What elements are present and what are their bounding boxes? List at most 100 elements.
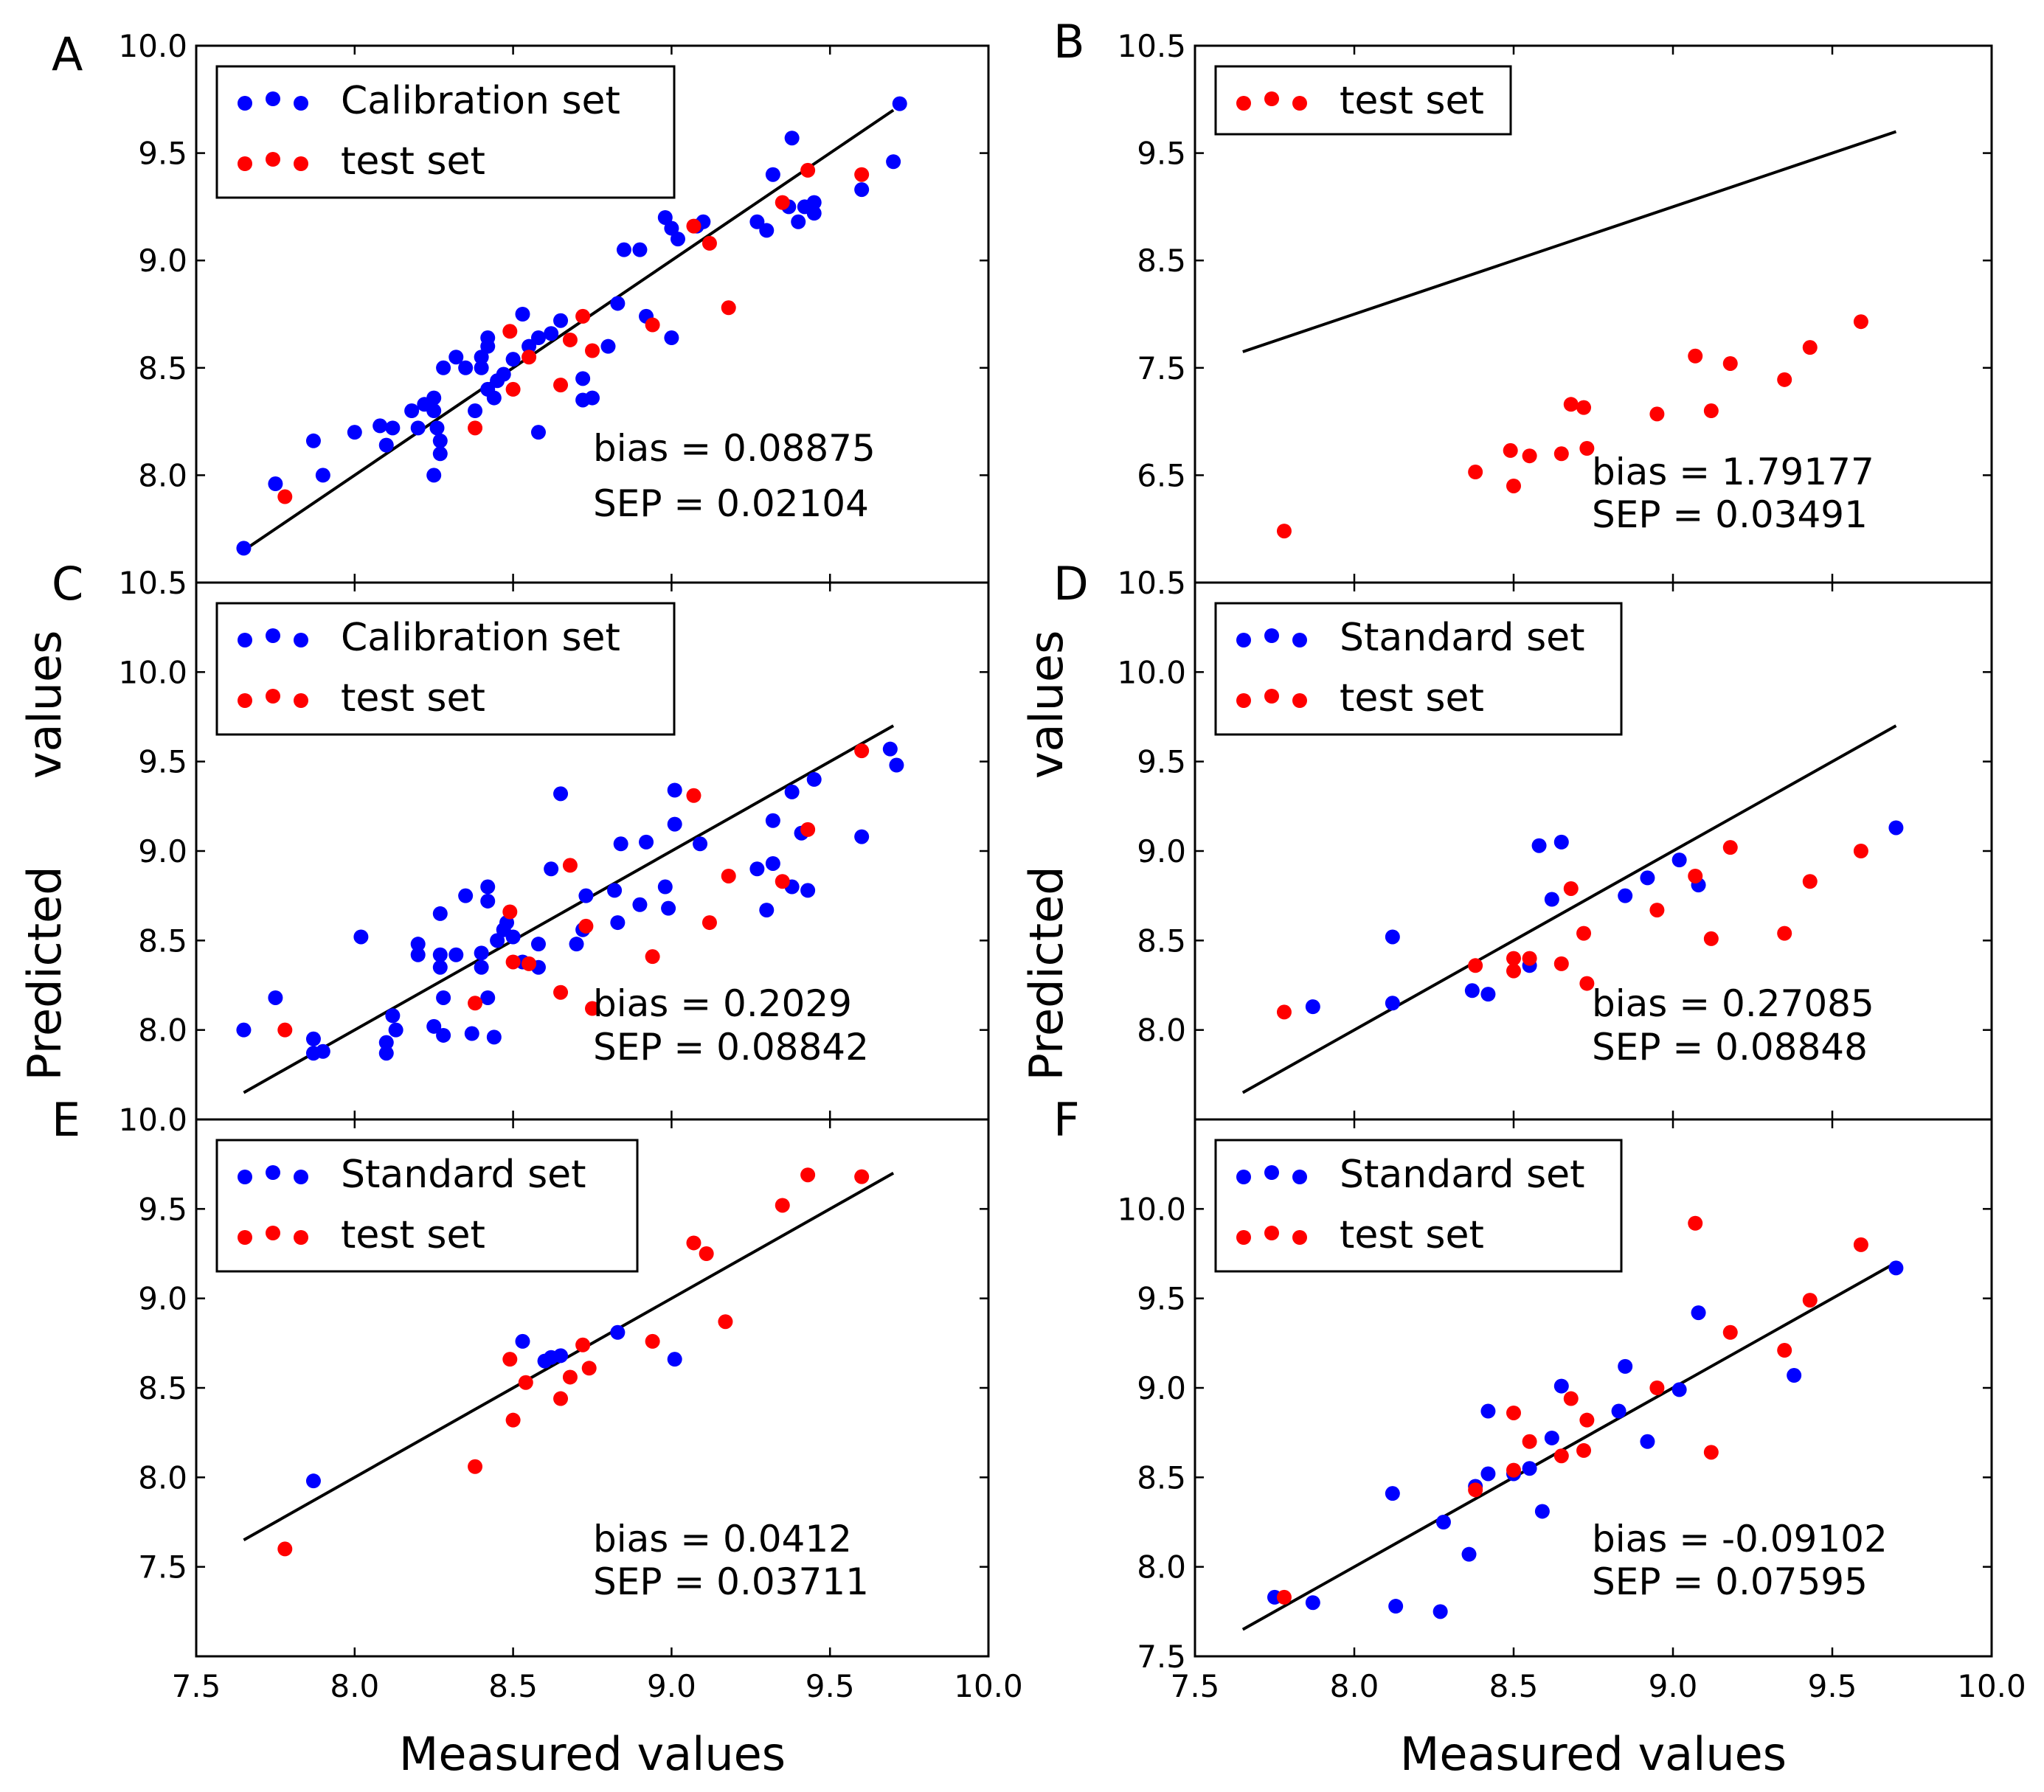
test-set-point <box>775 1198 790 1213</box>
calibration-set-point <box>385 1008 401 1024</box>
plot-frame <box>1194 1118 1993 1658</box>
calibration-set-point <box>585 390 600 406</box>
test-set-point <box>585 1001 600 1016</box>
test-set-point <box>1563 881 1579 896</box>
test-set-point <box>575 1337 591 1352</box>
test-set-point <box>1522 951 1537 966</box>
legend-dot <box>1264 91 1279 106</box>
test-set-point <box>1722 1324 1738 1340</box>
calibration-set-point <box>486 390 502 406</box>
test-set-point <box>721 300 736 316</box>
legend: Calibration set test set <box>215 602 676 736</box>
sep-annotation: SEP = 0.08842 <box>593 1026 869 1069</box>
calibration-set-point <box>544 861 559 877</box>
test-set-point <box>775 874 790 889</box>
panel-letter: A <box>52 27 83 81</box>
calibration-set-point <box>889 757 904 773</box>
y-tick-label: 6.5 <box>1137 457 1186 493</box>
test-set-point <box>645 317 660 333</box>
test-set-point <box>1563 397 1579 412</box>
legend-marker-standard-set <box>238 1165 308 1184</box>
calibration-set-point <box>886 154 901 170</box>
calibration-set-point <box>693 836 708 852</box>
sep-annotation: SEP = 0.08848 <box>1592 1026 1868 1069</box>
test-set-point <box>1703 403 1719 419</box>
y-tick-label: 8.0 <box>138 1013 187 1049</box>
test-set-point <box>578 918 594 934</box>
test-set-point <box>562 1369 578 1385</box>
legend-dot <box>294 96 308 111</box>
y-tick-label: 10.0 <box>1117 654 1186 690</box>
test-set-point <box>502 324 518 339</box>
legend-label-standard-set: Standard set <box>341 1153 586 1197</box>
test-set-point <box>1468 1482 1483 1498</box>
legend-marker-test-set <box>238 152 308 171</box>
y-tick-label: 10.0 <box>1117 1191 1186 1227</box>
legend-marker-test-set <box>1236 689 1307 708</box>
test-set-point <box>1853 1237 1868 1252</box>
y-tick-label: 9.0 <box>138 243 187 279</box>
test-set-point <box>585 343 600 358</box>
calibration-set-point <box>569 937 584 952</box>
test-set-point <box>1802 1293 1818 1308</box>
calibration-set-point <box>474 945 489 961</box>
calibration-set-point <box>315 1043 330 1059</box>
standard-set-point <box>1787 1368 1802 1383</box>
legend-marker-standard-set <box>1236 628 1307 647</box>
test-set-point <box>775 195 790 210</box>
calibration-set-point <box>378 1035 394 1050</box>
calibration-set-point <box>610 915 626 931</box>
standard-set-point <box>1553 834 1569 850</box>
y-tick-label: 10.5 <box>1117 565 1186 601</box>
y-tick-label: 8.0 <box>138 457 187 493</box>
panel-letter: D <box>1053 557 1089 611</box>
y-tick-label: 8.5 <box>1137 923 1186 959</box>
y-tick-label: 9.5 <box>1137 744 1186 780</box>
test-set-point <box>1576 925 1592 941</box>
legend: Standard set test set <box>215 1139 639 1273</box>
panel-letter: C <box>52 557 83 611</box>
standard-set-point <box>1480 987 1496 1002</box>
test-set-point <box>1777 1343 1792 1358</box>
panel-c: 8.0 8.5 9.0 9.5 10.0 10.5 Calibration set test … <box>52 557 990 1121</box>
y-tick-label: 9.0 <box>1137 833 1186 869</box>
calibration-set-point <box>553 313 569 328</box>
standard-set-point <box>1671 1382 1687 1397</box>
legend-dot <box>1236 96 1251 111</box>
calibration-set-point <box>429 420 445 436</box>
legend-dot <box>1264 1226 1279 1240</box>
standard-set-point <box>1888 1260 1904 1276</box>
test-set-point <box>468 996 483 1011</box>
calibration-set-point <box>432 906 448 921</box>
calibration-set-point <box>432 959 448 975</box>
test-set-point <box>553 378 569 393</box>
standard-set-point <box>1464 983 1480 999</box>
legend-box <box>215 65 676 199</box>
test-set-point <box>522 956 537 971</box>
legend-label-calibration-set: Calibration set <box>341 79 620 123</box>
standard-set-point <box>1618 1358 1633 1374</box>
calibration-set-point <box>505 352 521 367</box>
legend-dot <box>1236 633 1251 647</box>
y-tick-label: 8.5 <box>1137 1459 1186 1496</box>
x-tick-label: 9.5 <box>806 1668 855 1704</box>
sep-annotation: SEP = 0.02104 <box>593 482 869 525</box>
test-set-point <box>1688 868 1703 883</box>
legend-dot <box>266 628 280 643</box>
calibration-set-point <box>667 816 682 832</box>
test-set-point <box>277 489 293 504</box>
calibration-set-point <box>385 420 401 436</box>
y-tick-label: 8.5 <box>1137 243 1186 279</box>
standard-set-point <box>1305 999 1320 1015</box>
test-set-point <box>1688 348 1703 364</box>
test-set-point <box>277 1541 293 1557</box>
test-set-point <box>1802 340 1818 355</box>
test-set-point <box>1853 844 1868 858</box>
test-set-point <box>800 822 816 837</box>
legend-dot <box>238 633 252 647</box>
test-set-point <box>686 788 701 803</box>
legend-dot <box>1292 633 1307 647</box>
calibration-set-point <box>664 330 679 346</box>
calibration-set-point <box>670 232 685 247</box>
